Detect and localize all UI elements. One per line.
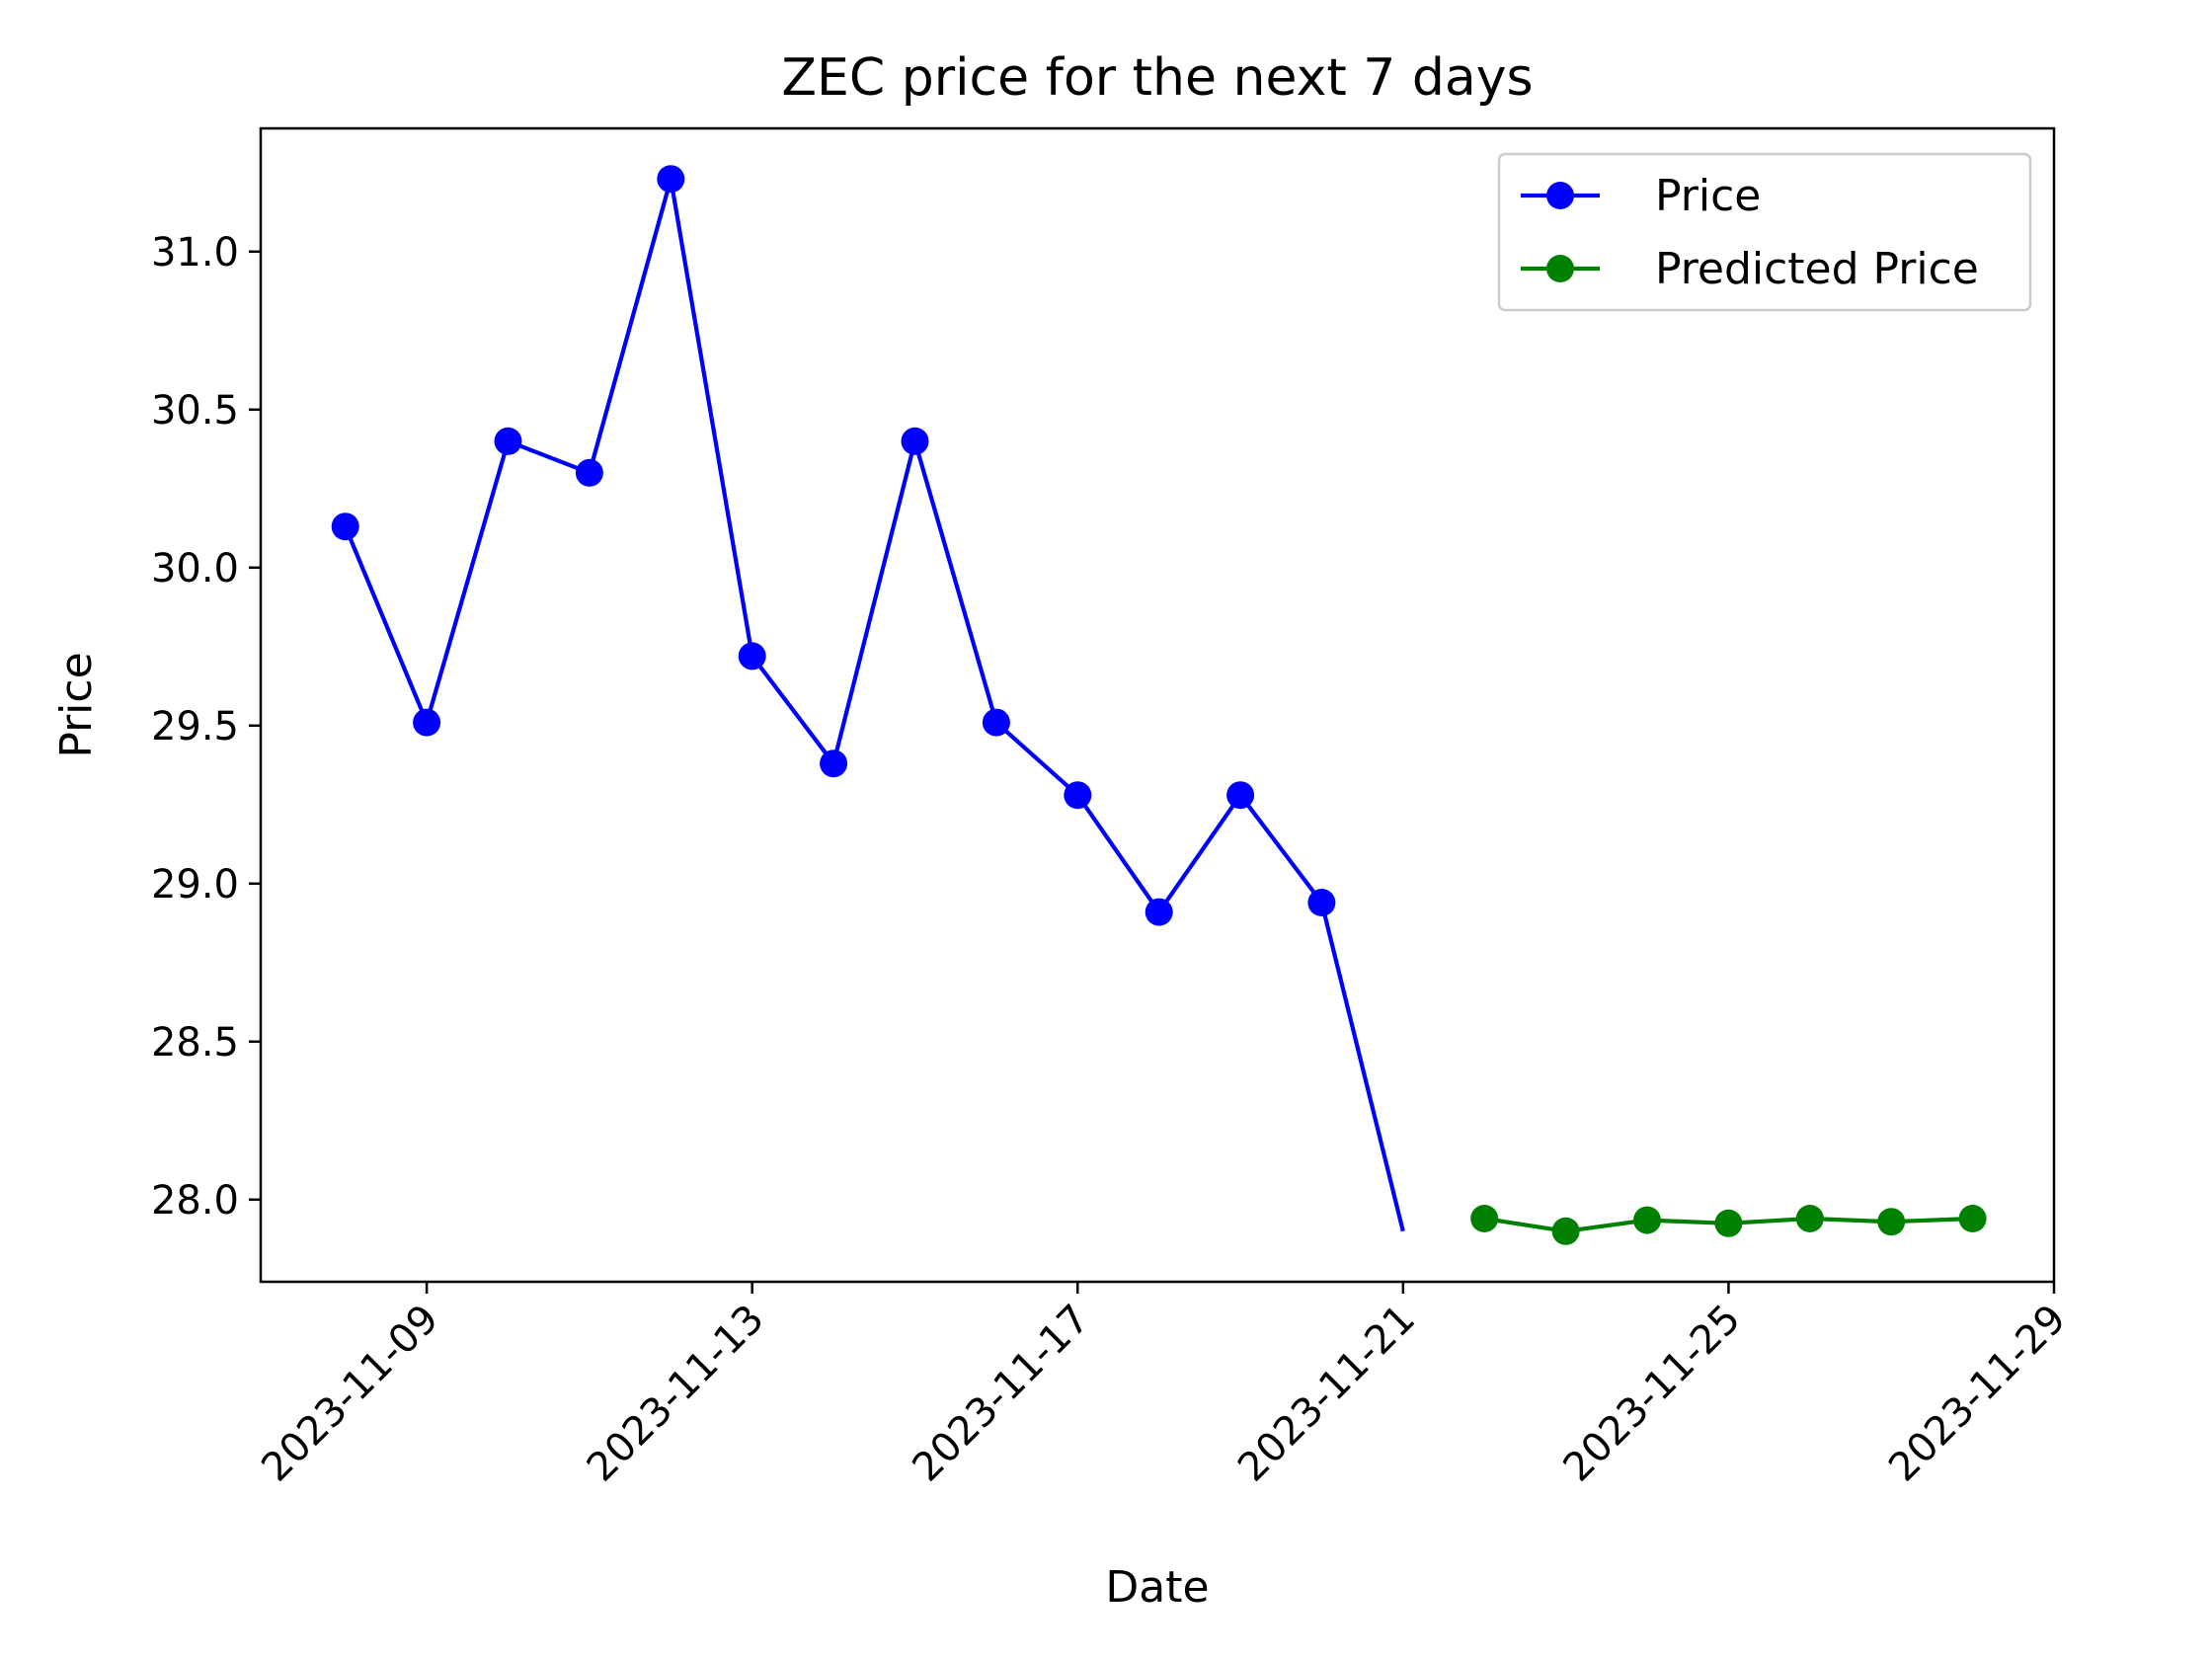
data-point-price (413, 708, 441, 737)
axes-frame (259, 126, 2056, 1284)
data-point-price (1064, 781, 1092, 810)
y-tick-label: 30.5 (151, 388, 239, 434)
y-tick-label: 29.5 (151, 704, 239, 750)
data-point-price (575, 458, 603, 487)
series-line-price (343, 177, 1405, 1232)
y-axis-label: Price (51, 652, 102, 757)
data-point-predicted-price (1551, 1217, 1580, 1245)
y-tick-label: 30.0 (151, 546, 239, 592)
legend-label: Predicted Price (1655, 244, 1979, 294)
data-point-price (820, 750, 848, 778)
data-point-predicted-price (1633, 1206, 1661, 1234)
data-point-predicted-price (1470, 1205, 1499, 1232)
chart-title: ZEC price for the next 7 days (781, 48, 1533, 108)
data-point-predicted-price (1877, 1208, 1906, 1236)
data-point-price (1226, 781, 1255, 810)
plot-area (331, 165, 1987, 1245)
y-tick-label: 31.0 (151, 230, 239, 276)
y-axis: 28.0 28.5 29.0 29.5 30.0 30.5 31.0 (151, 230, 261, 1224)
legend-marker (1546, 255, 1574, 282)
data-point-price (901, 427, 929, 455)
data-point-predicted-price (1795, 1205, 1824, 1232)
y-tick-label: 29.0 (151, 862, 239, 908)
legend-box (1497, 152, 2032, 312)
y-tick-label: 28.0 (151, 1178, 239, 1224)
data-point-price (494, 427, 522, 455)
data-point-price (738, 642, 766, 671)
data-point-price (1307, 889, 1336, 916)
data-point-price (1145, 898, 1173, 926)
data-point-price (657, 165, 685, 194)
legend: Price Predicted Price (1497, 152, 2032, 312)
y-tick-label: 28.5 (151, 1020, 239, 1066)
legend-label: Price (1655, 171, 1761, 221)
data-point-predicted-price (1958, 1205, 1987, 1232)
data-point-price (331, 513, 359, 541)
data-point-price (982, 708, 1010, 737)
legend-marker (1546, 182, 1574, 209)
data-point-predicted-price (1714, 1209, 1743, 1237)
x-axis-label: Date (1105, 1562, 1209, 1613)
